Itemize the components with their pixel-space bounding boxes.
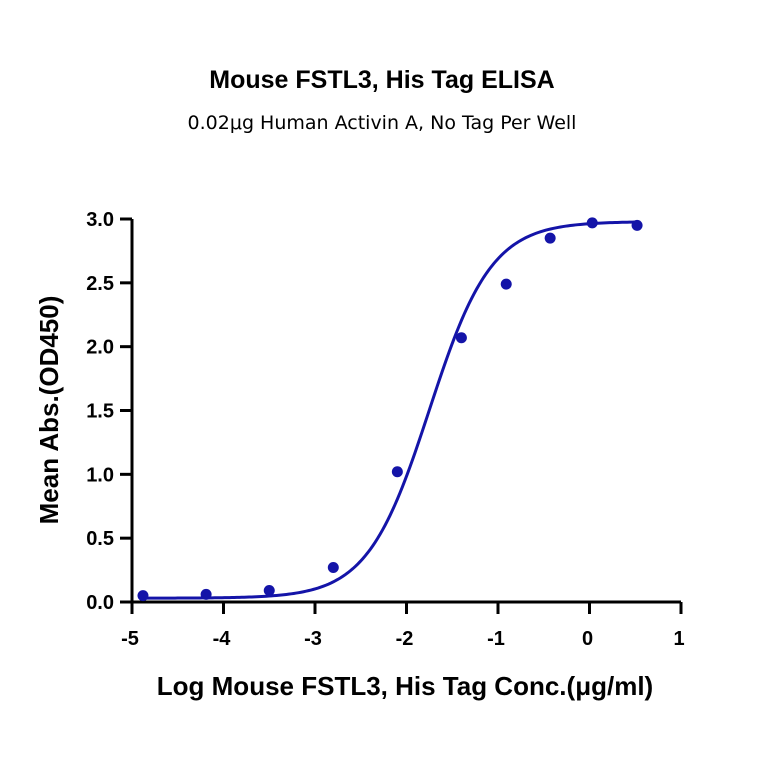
y-tick-label: 1.5	[86, 401, 114, 423]
x-tick-label: -1	[487, 628, 505, 650]
data-point	[544, 232, 556, 244]
x-tick-label: 1	[673, 628, 684, 650]
fit-curve	[142, 220, 638, 600]
y-tick-label: 0.5	[86, 528, 114, 550]
x-tick-label: -3	[304, 628, 322, 650]
y-tick-label: 2.0	[86, 337, 114, 359]
y-tick-label: 3.0	[86, 209, 114, 231]
axes: 0.0 0.5 1.0 1.5 2.0 2.5 3.0 -5 -4 -3 -2 -1 0 1	[86, 209, 684, 650]
data-point	[391, 466, 403, 478]
x-axis-title: Log Mouse FSTL3, His Tag Conc.(μg/ml)	[157, 671, 653, 701]
data-point	[200, 588, 212, 600]
fit-curve-layer	[142, 220, 638, 600]
y-tick-label: 0.0	[86, 592, 114, 614]
x-tick-label: -5	[121, 628, 139, 650]
data-points-layer	[137, 217, 643, 602]
chart-title: Mouse FSTL3, His Tag ELISA	[209, 66, 555, 94]
x-tick-label: 0	[582, 628, 593, 650]
x-tick-label: -4	[213, 628, 232, 650]
data-point	[455, 332, 467, 344]
chart-subtitle: 0.02μg Human Activin A, No Tag Per Well	[187, 112, 577, 134]
data-point	[137, 590, 149, 602]
y-tick-label: 2.5	[86, 273, 114, 295]
data-point	[631, 219, 643, 231]
x-tick-label: -2	[396, 628, 414, 650]
data-point	[500, 278, 512, 290]
y-tick-label: 1.0	[86, 464, 114, 486]
data-point	[327, 562, 339, 574]
y-axis-title: Mean Abs.(OD450)	[34, 296, 64, 525]
data-point	[586, 217, 598, 229]
data-point	[263, 585, 275, 597]
